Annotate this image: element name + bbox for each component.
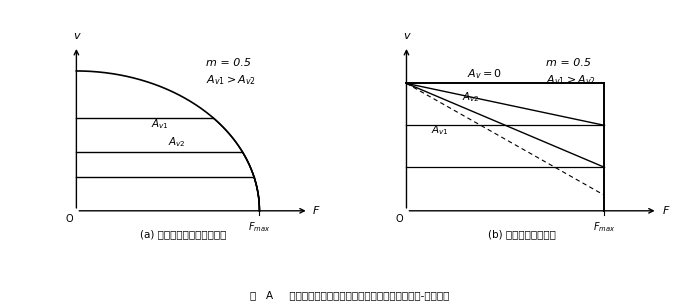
- Text: O: O: [395, 214, 403, 224]
- Text: 圖   A     調速閥的進口、出口和旁路節流調速回路的速度-負載曲線: 圖 A 調速閥的進口、出口和旁路節流調速回路的速度-負載曲線: [251, 290, 449, 300]
- Text: $A_{v1}$: $A_{v1}$: [151, 117, 169, 131]
- Text: O: O: [66, 214, 74, 224]
- Text: m = 0.5: m = 0.5: [206, 58, 251, 68]
- Text: F: F: [662, 206, 668, 216]
- Text: $F_{max}$: $F_{max}$: [593, 220, 616, 234]
- Text: $A_v=0$: $A_v=0$: [467, 67, 502, 81]
- Text: v: v: [403, 32, 410, 41]
- Text: $A_{v2}$: $A_{v2}$: [168, 136, 186, 149]
- Text: (b) 旁路節流調速回路: (b) 旁路節流調速回路: [489, 230, 556, 240]
- Text: $A_{v1}$: $A_{v1}$: [430, 123, 449, 137]
- Text: m = 0.5: m = 0.5: [547, 58, 592, 68]
- Text: F: F: [313, 206, 319, 216]
- Text: $F_{max}$: $F_{max}$: [248, 220, 271, 234]
- Text: (a) 進口和出口節流調速回路: (a) 進口和出口節流調速回路: [141, 230, 227, 240]
- Text: v: v: [73, 32, 80, 41]
- Text: $A_{v1}>A_{v2}$: $A_{v1}>A_{v2}$: [547, 73, 596, 87]
- Text: $A_{v2}$: $A_{v2}$: [462, 90, 480, 103]
- Text: $A_{v1}>A_{v2}$: $A_{v1}>A_{v2}$: [206, 73, 256, 87]
